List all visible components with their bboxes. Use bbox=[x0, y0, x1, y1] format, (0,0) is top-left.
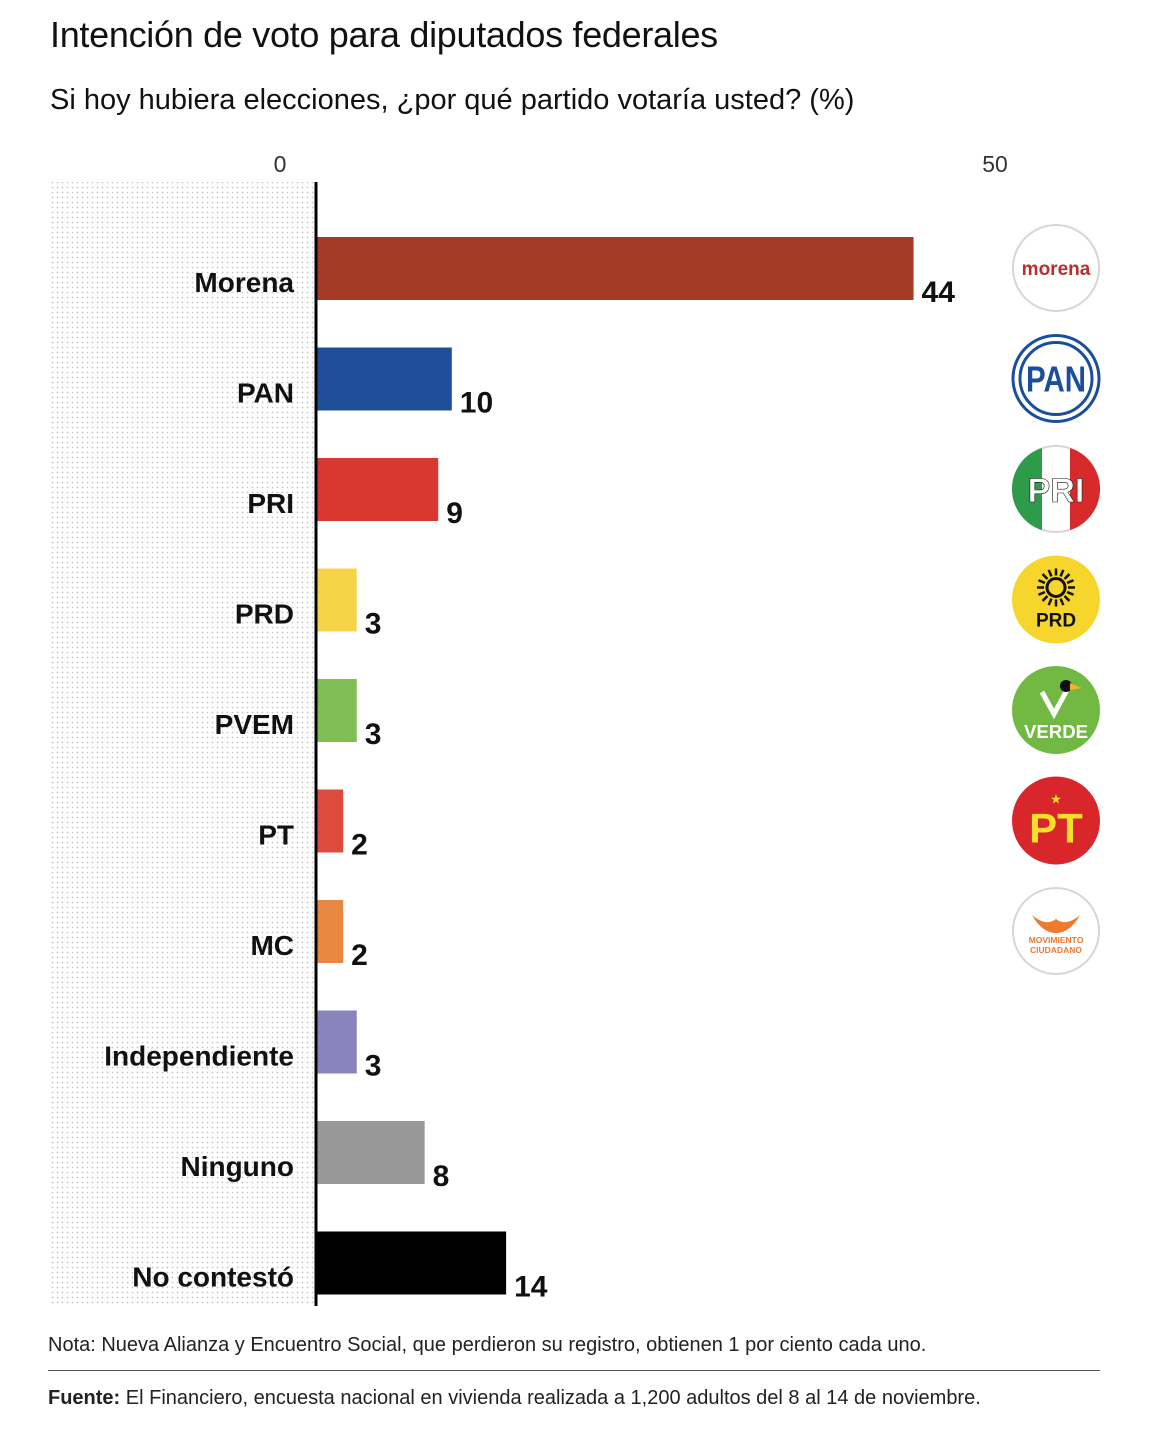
category-label: Independiente bbox=[104, 1041, 294, 1072]
label-area-background bbox=[50, 182, 315, 1306]
logo-star: ★ bbox=[1050, 793, 1062, 808]
logo-sun-ray bbox=[1063, 573, 1071, 580]
category-label: PRD bbox=[235, 599, 294, 630]
chart-subtitle: Si hoy hubiera elecciones, ¿por qué part… bbox=[50, 84, 855, 116]
bar bbox=[316, 1231, 507, 1295]
x-tick-label: 50 bbox=[982, 151, 1008, 177]
bar bbox=[316, 900, 344, 963]
data-label: 14 bbox=[514, 1271, 548, 1304]
category-label: No contestó bbox=[132, 1262, 294, 1293]
bar bbox=[316, 237, 914, 300]
category-label: Ninguno bbox=[180, 1151, 294, 1182]
category-label: MC bbox=[250, 930, 294, 961]
logo-text: CIUDADANO bbox=[1030, 945, 1082, 955]
logo-sun-ray bbox=[1041, 573, 1049, 580]
logo-text: PRD bbox=[1036, 611, 1076, 632]
logo-text: MOVIMIENTO bbox=[1029, 935, 1084, 945]
data-label: 2 bbox=[351, 939, 368, 972]
logo-eagle bbox=[1032, 915, 1080, 933]
party-logo-pt: ★PT bbox=[1012, 776, 1100, 865]
source-label: Fuente: bbox=[48, 1387, 121, 1409]
logo-sun-ray bbox=[1059, 598, 1065, 606]
logo-circle bbox=[1012, 224, 1100, 312]
data-label: 2 bbox=[351, 829, 368, 862]
party-logo-pan: PAN bbox=[1011, 334, 1101, 423]
bar bbox=[316, 789, 344, 853]
party-logo-morena: morena bbox=[1012, 224, 1100, 312]
logo-text: morena bbox=[1022, 259, 1091, 280]
category-label: PAN bbox=[237, 378, 294, 409]
logo-sun-ray bbox=[1063, 595, 1071, 602]
logo-circle bbox=[1012, 776, 1100, 865]
bar bbox=[316, 679, 357, 742]
logo-text: VERDE bbox=[1024, 722, 1088, 742]
category-label: PT bbox=[258, 820, 294, 851]
logo-toucan bbox=[1060, 680, 1072, 692]
x-tick-label: 0 bbox=[274, 151, 287, 177]
logo-green bbox=[1011, 448, 1042, 530]
data-label: 3 bbox=[365, 718, 382, 751]
party-logo-pri: PRI bbox=[1011, 445, 1101, 533]
logo-text: PRI bbox=[1028, 472, 1085, 510]
logo-sun-ray bbox=[1066, 579, 1075, 585]
bar bbox=[316, 347, 452, 411]
category-label: Morena bbox=[194, 267, 294, 298]
bar bbox=[316, 1121, 425, 1184]
party-logo-pvem: VERDE bbox=[1012, 666, 1100, 754]
category-label: PVEM bbox=[215, 709, 294, 740]
logo-sun-ray bbox=[1059, 569, 1065, 577]
data-label: 3 bbox=[365, 1050, 382, 1083]
logo-sun-ray bbox=[1037, 579, 1046, 585]
data-label: 3 bbox=[365, 608, 382, 641]
logo-text: PAN bbox=[1026, 359, 1086, 400]
logo-sun bbox=[1045, 577, 1067, 598]
logo-inner-ring bbox=[1018, 341, 1094, 416]
bar-chart: 0 50 Morena PAN PRI PRD PVEM PT MC Independiente… bbox=[50, 151, 1101, 1306]
data-label: 9 bbox=[446, 497, 463, 530]
bar bbox=[316, 568, 357, 632]
footnote: Nota: Nueva Alianza y Encuentro Social, … bbox=[48, 1334, 927, 1356]
data-label: 44 bbox=[922, 276, 956, 309]
source-body: El Financiero, encuesta nacional en vivi… bbox=[120, 1387, 981, 1409]
category-label: PRI bbox=[247, 488, 294, 519]
logo-sun-ray bbox=[1047, 598, 1053, 606]
logo-text: PT bbox=[1029, 805, 1083, 852]
logo-sun-ray bbox=[1047, 569, 1053, 577]
bar bbox=[316, 1010, 357, 1074]
logo-sun-ray bbox=[1041, 595, 1049, 602]
chart-title: Intención de voto para diputados federal… bbox=[50, 14, 718, 55]
bar bbox=[316, 458, 439, 521]
logo-check bbox=[1039, 686, 1071, 720]
logo-sun-ray bbox=[1037, 590, 1046, 596]
source-text: Fuente: El Financiero, encuesta nacional… bbox=[48, 1384, 1048, 1413]
footer-divider bbox=[48, 1370, 1100, 1371]
data-label: 10 bbox=[460, 387, 493, 420]
logo-toucan-beak bbox=[1070, 683, 1082, 690]
data-label: 8 bbox=[433, 1160, 450, 1193]
logo-sun-ray bbox=[1066, 590, 1075, 596]
party-logo-prd: PRD bbox=[1012, 555, 1100, 644]
logo-red bbox=[1070, 448, 1101, 530]
